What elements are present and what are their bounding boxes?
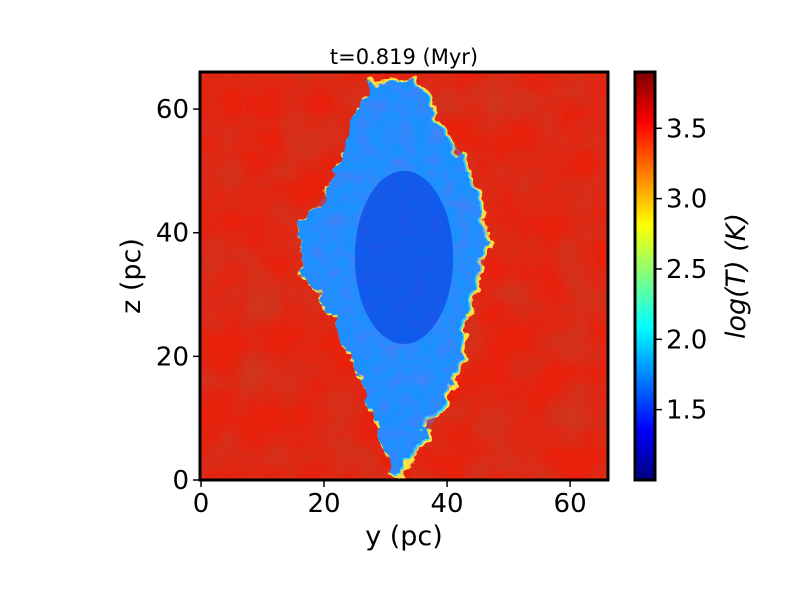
colorbar-axis: 1.5 2.0 2.5 3.0 3.5 — [655, 114, 707, 426]
y-axis: 0 20 40 60 — [156, 95, 200, 496]
y-tick-label: 40 — [156, 219, 189, 249]
cold-cloud-core — [354, 170, 454, 344]
colorbar-tick-label: 3.0 — [666, 185, 707, 215]
colorbar-tick-label: 1.5 — [666, 396, 707, 426]
colorbar-tick-label: 2.0 — [666, 325, 707, 355]
heatmap-panel — [201, 72, 607, 480]
y-tick-label: 0 — [172, 466, 189, 496]
y-axis-label: z (pc) — [116, 238, 147, 314]
x-axis-label: y (pc) — [365, 521, 443, 552]
colorbar-label: log(T) (K) — [721, 213, 752, 339]
colorbar — [633, 70, 657, 482]
y-tick-label: 60 — [156, 95, 189, 125]
x-axis: 0 20 40 60 — [193, 480, 587, 519]
x-tick-label: 0 — [193, 489, 210, 519]
chart-title: t=0.819 (Myr) — [330, 45, 478, 69]
colorbar-tick-label: 3.5 — [666, 114, 707, 144]
x-tick-label: 60 — [554, 489, 587, 519]
x-tick-label: 40 — [431, 489, 464, 519]
y-tick-label: 20 — [156, 342, 189, 372]
x-tick-label: 20 — [307, 489, 340, 519]
colorbar-tick-label: 2.5 — [666, 255, 707, 285]
axes-frame — [198, 70, 610, 482]
